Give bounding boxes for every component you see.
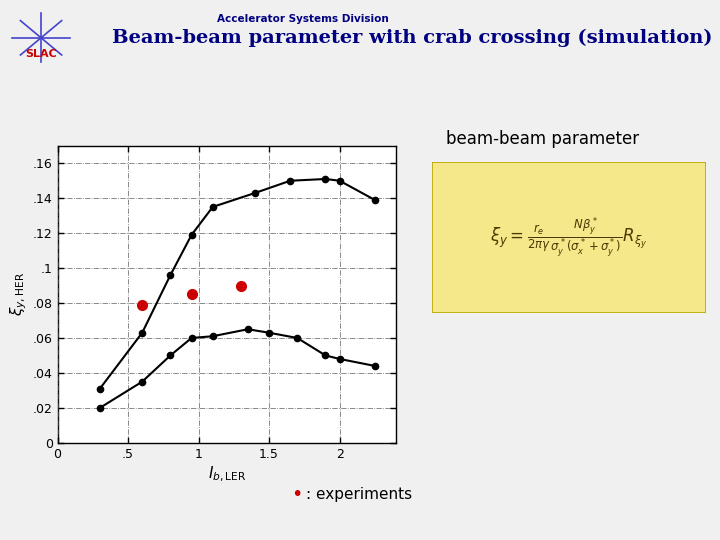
Text: : experiments: : experiments [306, 487, 412, 502]
X-axis label: $I_{b,\mathrm{LER}}$: $I_{b,\mathrm{LER}}$ [207, 465, 246, 484]
Text: Accelerator Systems Division: Accelerator Systems Division [217, 14, 388, 24]
Text: $\xi_y = \frac{r_e}{2\pi\gamma}\frac{N\beta_y^*}{\sigma_y^*(\sigma_x^* + \sigma_: $\xi_y = \frac{r_e}{2\pi\gamma}\frac{N\b… [490, 215, 647, 260]
Y-axis label: $\xi_{y,\mathrm{HER}}$: $\xi_{y,\mathrm{HER}}$ [8, 272, 29, 316]
Text: beam-beam parameter: beam-beam parameter [446, 130, 639, 147]
Text: •: • [291, 484, 302, 504]
FancyBboxPatch shape [432, 162, 706, 313]
Text: SLAC: SLAC [25, 49, 57, 59]
Text: Beam-beam parameter with crab crossing (simulation): Beam-beam parameter with crab crossing (… [112, 29, 712, 47]
